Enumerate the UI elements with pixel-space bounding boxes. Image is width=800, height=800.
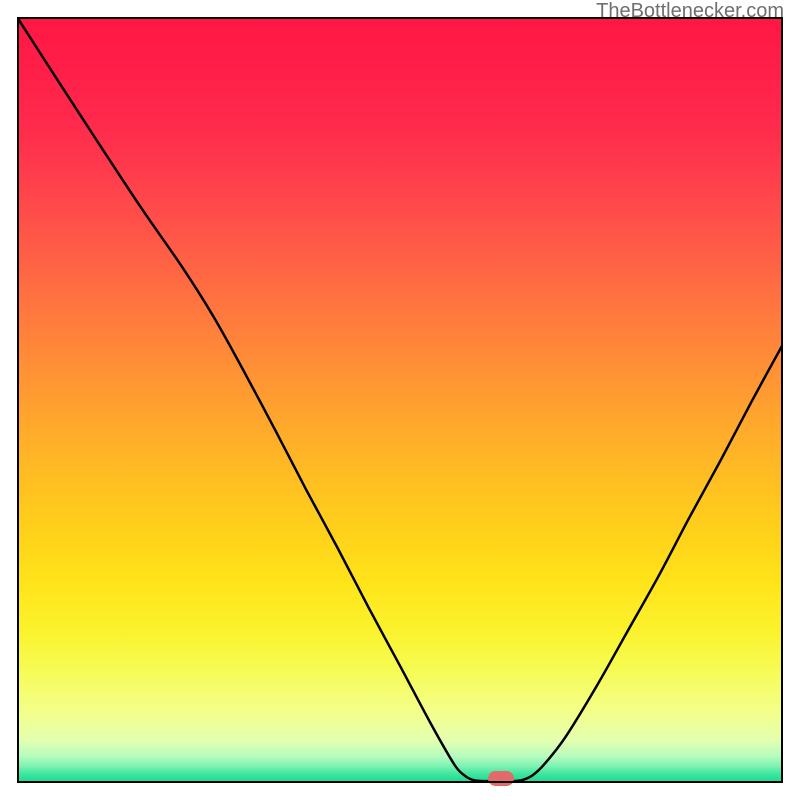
watermark-text: TheBottlenecker.com (596, 0, 784, 23)
chart-root: TheBottlenecker.com (0, 0, 800, 800)
bottleneck-curve (17, 17, 783, 783)
plot-area (17, 17, 783, 783)
optimal-point-marker (488, 771, 514, 786)
